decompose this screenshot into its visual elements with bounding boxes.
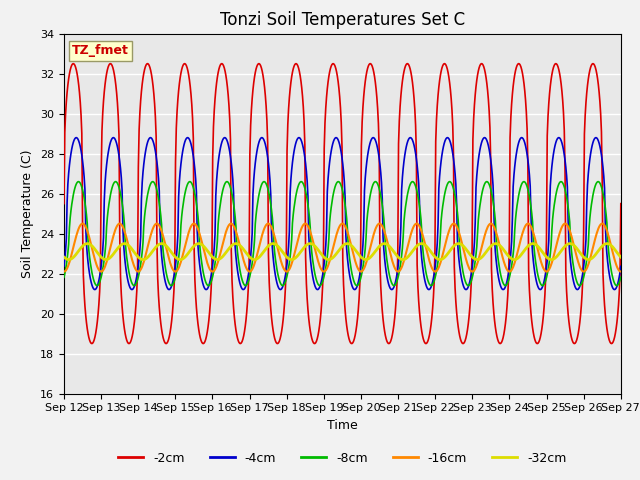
- X-axis label: Time: Time: [327, 419, 358, 432]
- Y-axis label: Soil Temperature (C): Soil Temperature (C): [22, 149, 35, 278]
- Title: Tonzi Soil Temperatures Set C: Tonzi Soil Temperatures Set C: [220, 11, 465, 29]
- Text: TZ_fmet: TZ_fmet: [72, 44, 129, 58]
- Legend: -2cm, -4cm, -8cm, -16cm, -32cm: -2cm, -4cm, -8cm, -16cm, -32cm: [113, 447, 572, 469]
